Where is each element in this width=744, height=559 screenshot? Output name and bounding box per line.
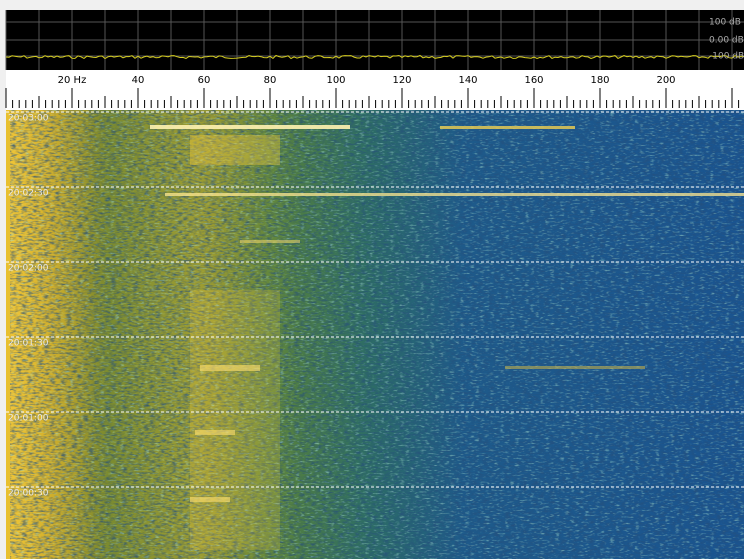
waterfall-edge [6,110,10,559]
frequency-ticks [5,88,740,108]
time-label: 20:02:00 [8,264,49,274]
db-label: 0.00 dB [709,36,744,46]
time-label: 20:01:30 [8,339,49,349]
signal-streaks [150,125,744,550]
frequency-label: 100 [326,75,345,86]
db-label: 100 dB [709,18,741,28]
frequency-label: 140 [458,75,477,86]
frequency-label: 80 [264,75,277,86]
waterfall-speckle [6,110,744,559]
frequency-label: 60 [198,75,211,86]
frequency-label: 20 Hz [58,75,87,86]
time-label: 20:03:00 [8,114,49,124]
frequency-label: 200 [656,75,675,86]
time-grid [6,111,744,488]
time-label: 20:01:00 [8,414,49,424]
time-label: 20:02:30 [8,189,49,199]
frequency-label: 180 [590,75,609,86]
frequency-axis [6,70,744,110]
frequency-label: 120 [392,75,411,86]
frequency-label: 40 [132,75,145,86]
spectrum-trace [5,54,744,60]
db-label: -100 dB [709,52,744,62]
spectrum-grid [5,10,744,70]
frequency-label: 160 [524,75,543,86]
time-label: 20:00:30 [8,489,49,499]
